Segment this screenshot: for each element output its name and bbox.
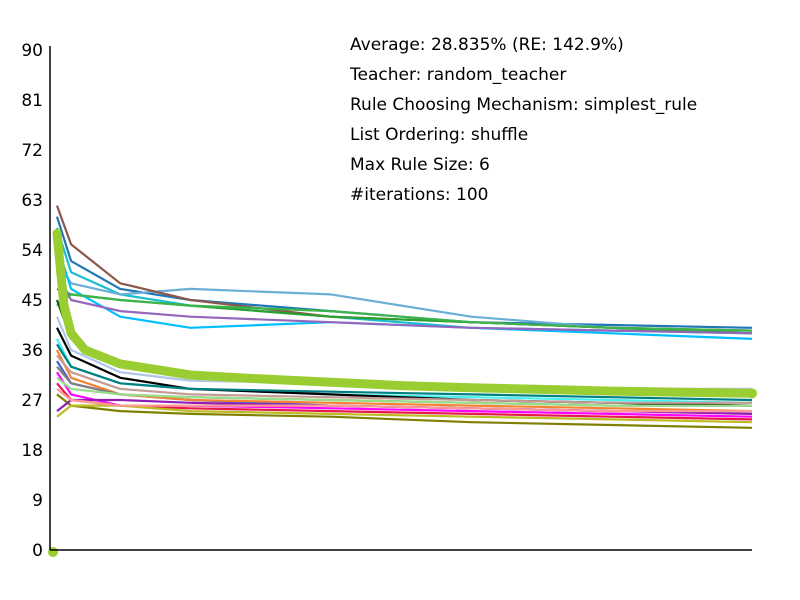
y-tick-label-63: 63 <box>21 191 43 211</box>
y-tick-label-81: 81 <box>21 91 43 111</box>
y-tick-label-45: 45 <box>21 291 43 311</box>
axes <box>49 46 752 551</box>
info-iterations: #iterations: 100 <box>350 185 489 205</box>
y-tick-label-18: 18 <box>21 441 43 461</box>
series-line-4 <box>55 205 753 332</box>
info-average: Average: 28.835% (RE: 142.9%) <box>350 35 624 55</box>
series-line-13 <box>56 349 753 413</box>
y-tick-label-72: 72 <box>21 141 43 161</box>
series-line-16 <box>56 404 753 424</box>
info-max-rule-size: Max Rule Size: 6 <box>350 155 490 175</box>
series-line-7 <box>56 271 753 335</box>
series-line-24 <box>56 376 752 407</box>
series-line-8 <box>56 293 753 332</box>
info-text-block: Average: 28.835% (RE: 142.9%) Teacher: r… <box>349 35 697 205</box>
y-tick-label-90: 90 <box>21 41 43 61</box>
y-tick-label-36: 36 <box>21 341 43 361</box>
series-line-6 <box>55 244 753 340</box>
average-end-point <box>747 388 757 399</box>
info-list-ordering: List Ordering: shuffle <box>350 125 528 145</box>
series-line-22 <box>56 354 752 404</box>
y-tick-label-0: 0 <box>32 541 43 561</box>
average-series-layer <box>48 228 757 557</box>
series-line-21 <box>56 343 753 402</box>
y-tick-labels: 0 9 18 27 36 45 54 63 72 81 90 <box>21 41 43 561</box>
average-series-line <box>52 228 757 398</box>
series-line-9 <box>56 371 753 418</box>
info-teacher: Teacher: random_teacher <box>349 65 566 85</box>
y-tick-label-27: 27 <box>21 391 43 411</box>
y-tick-label-9: 9 <box>32 491 43 511</box>
info-rule-mechanism: Rule Choosing Mechanism: simplest_rule <box>350 95 697 115</box>
series-line-19 <box>56 388 752 413</box>
series-line-1 <box>55 216 753 329</box>
y-tick-label-54: 54 <box>21 241 43 261</box>
